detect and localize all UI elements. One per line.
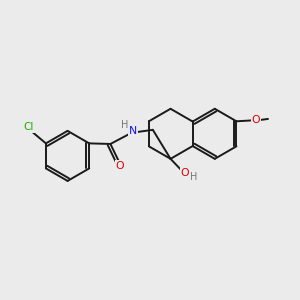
Text: O: O — [180, 168, 189, 178]
Text: Cl: Cl — [24, 122, 34, 132]
Text: H: H — [190, 172, 198, 182]
Text: N: N — [129, 126, 137, 136]
Text: O: O — [116, 161, 124, 171]
Text: H: H — [121, 120, 128, 130]
Text: O: O — [251, 115, 260, 125]
